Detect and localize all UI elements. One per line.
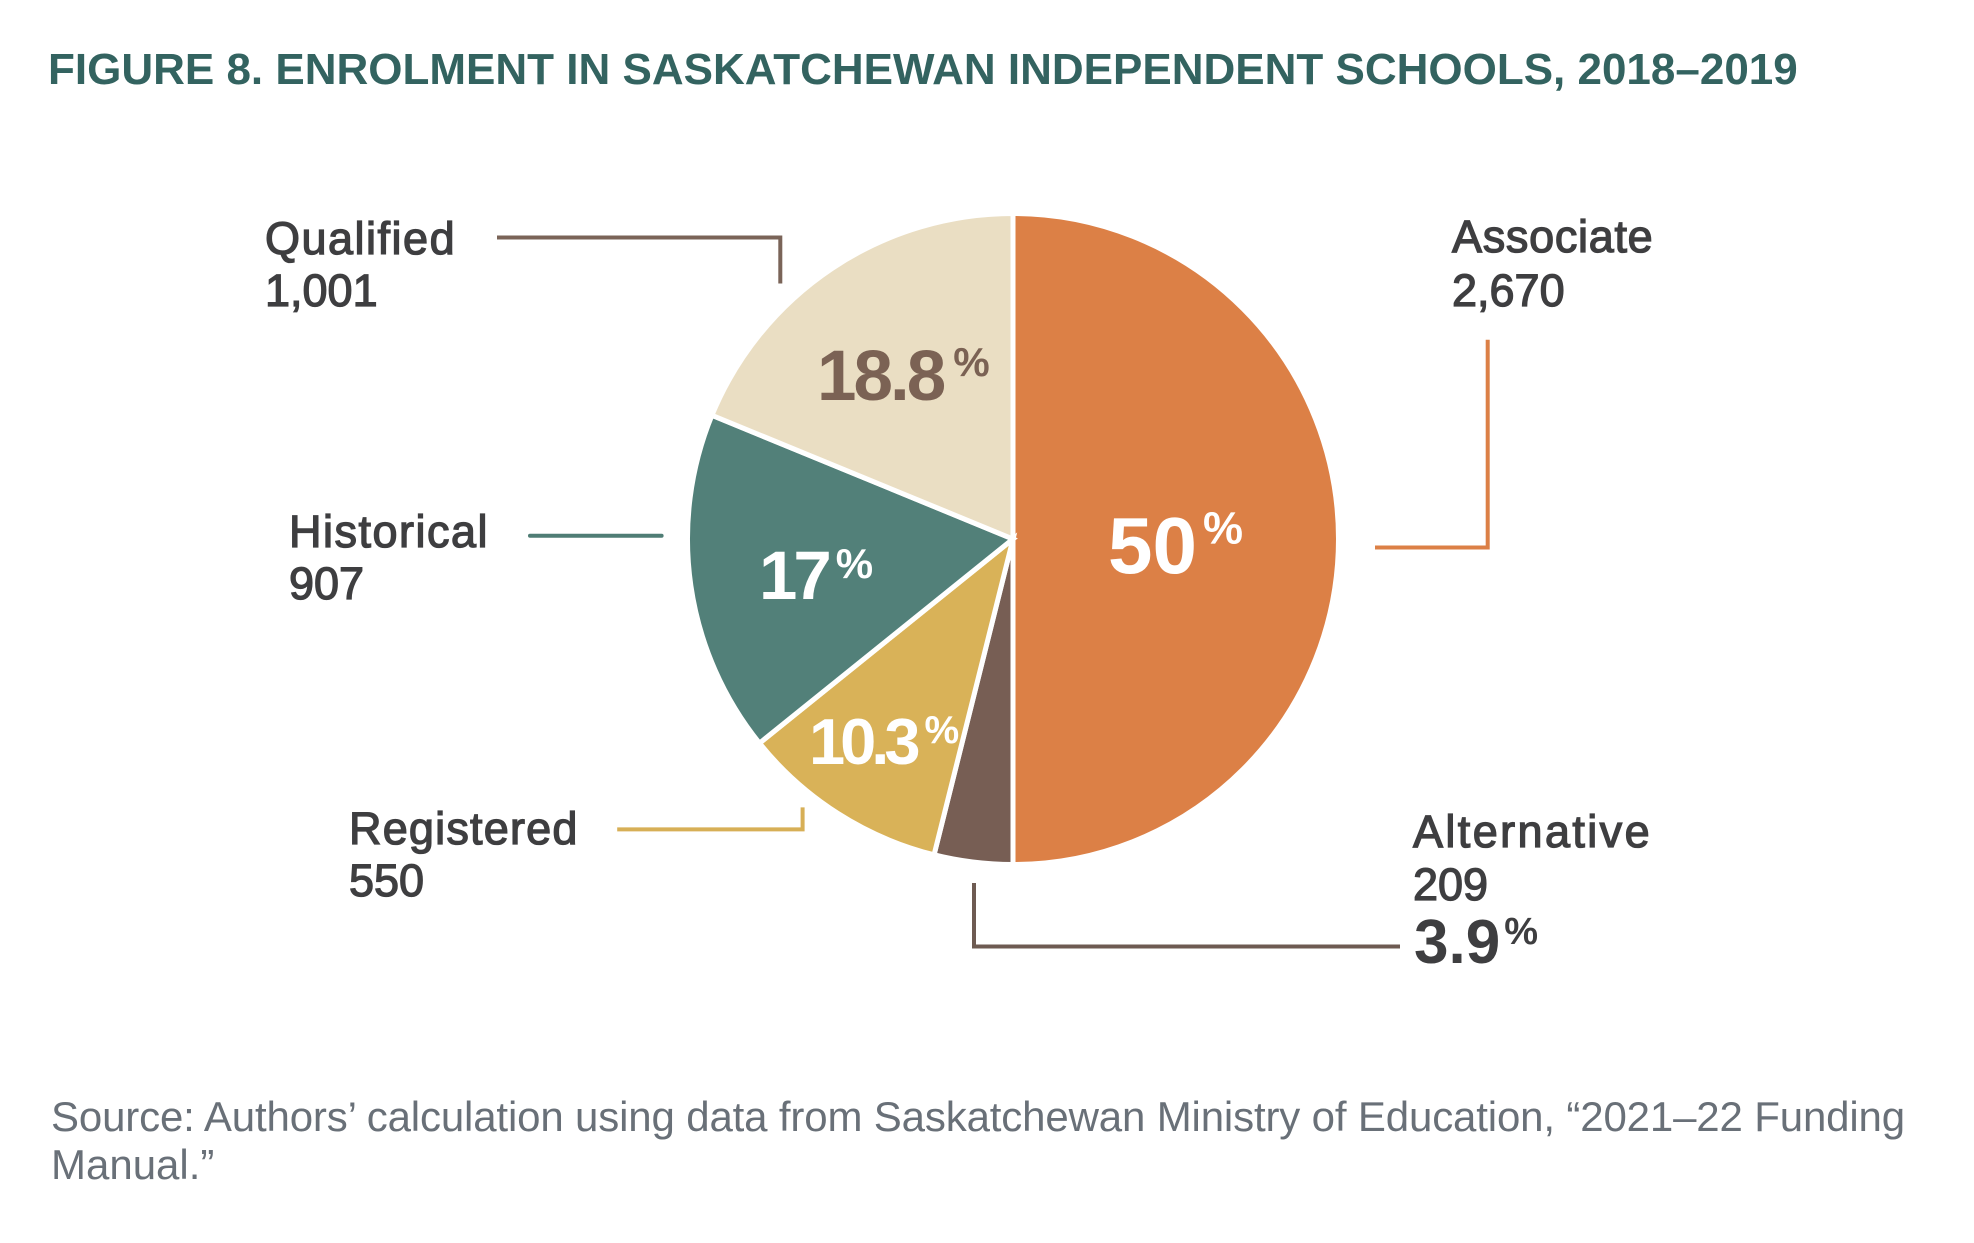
svg-text:550: 550 xyxy=(349,855,424,906)
svg-text:Historical: Historical xyxy=(289,506,489,557)
svg-text:Manual.”: Manual.” xyxy=(51,1141,214,1188)
svg-text:Source: Authors’ calculation u: Source: Authors’ calculation using data … xyxy=(51,1093,1905,1140)
svg-text:907: 907 xyxy=(289,558,364,609)
svg-text:Qualified: Qualified xyxy=(265,213,456,264)
svg-text:50%: 50% xyxy=(1108,501,1243,590)
svg-text:Associate: Associate xyxy=(1452,211,1653,262)
svg-text:3.9%: 3.9% xyxy=(1414,908,1538,977)
svg-text:Registered: Registered xyxy=(349,803,579,854)
svg-text:FIGURE 8. ENROLMENT IN SASKATC: FIGURE 8. ENROLMENT IN SASKATCHEWAN INDE… xyxy=(48,45,1798,94)
svg-text:Alternative: Alternative xyxy=(1413,806,1652,857)
svg-text:209: 209 xyxy=(1413,859,1488,910)
svg-text:1,001: 1,001 xyxy=(265,265,378,316)
svg-text:2,670: 2,670 xyxy=(1452,265,1565,316)
svg-text:10.3%: 10.3% xyxy=(809,705,959,778)
